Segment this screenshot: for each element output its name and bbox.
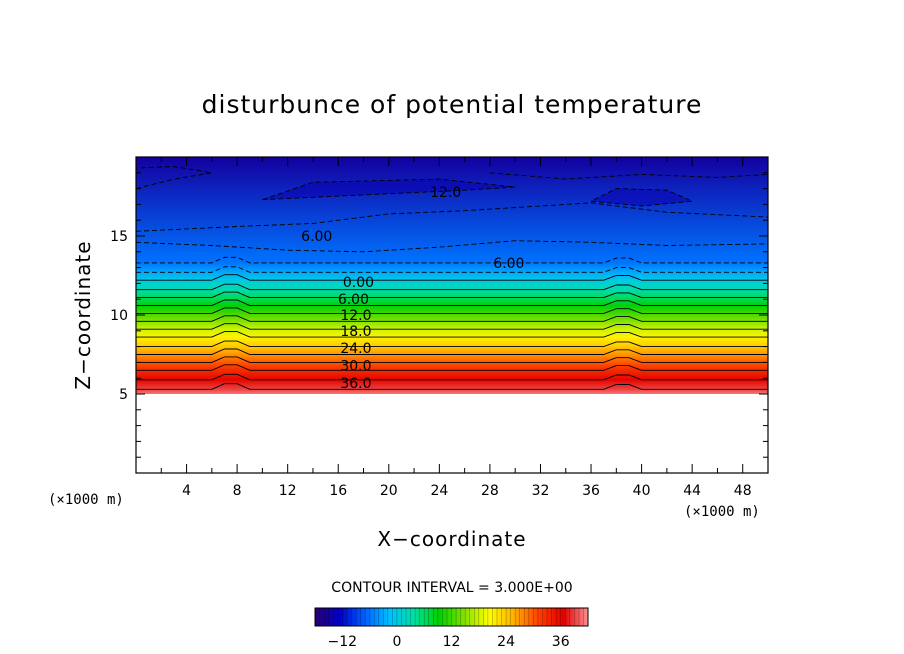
colorbar-tick-12: 12 [443, 634, 461, 650]
y-tick-label-5: 5 [119, 387, 128, 403]
x-tick-label-44: 44 [683, 483, 701, 499]
contour-label-3: 18.0 [340, 324, 371, 340]
contour-line-3 [136, 283, 768, 291]
colorbar-ticks: −12 0 12 24 36 [328, 634, 570, 650]
x-axis-label: X−coordinate [377, 527, 526, 551]
colorbar-tick--12: −12 [328, 634, 358, 650]
contour-line-39 [136, 383, 768, 390]
negative-contour-0 [136, 240, 768, 253]
contour-label-0: 0.00 [343, 275, 374, 291]
plot-area: 0.006.0012.018.024.030.036.06.006.0012.0… [110, 156, 769, 499]
contour-line--6 [136, 256, 768, 264]
contour-label-2: 12.0 [340, 308, 371, 324]
temperature-field [136, 157, 768, 473]
contour-line-27 [136, 348, 768, 355]
colorbar-tick-36: 36 [552, 634, 570, 650]
contour-line-6 [136, 291, 768, 299]
x-tick-label-48: 48 [734, 483, 752, 499]
contour-line-33 [136, 364, 768, 371]
contour-label-5: 30.0 [340, 359, 371, 375]
y-axis-ticks: 5 10 15 [110, 172, 768, 458]
cold-pocket-3 [591, 188, 693, 206]
x-tick-label-12: 12 [279, 483, 297, 499]
colorbar-tick-0: 0 [392, 634, 401, 650]
x-axis-ticks: 4 8 12 16 20 24 28 32 36 40 44 48 [160, 157, 769, 499]
contour-line-0 [136, 274, 768, 281]
x-tick-label-40: 40 [633, 483, 651, 499]
x-tick-label-28: 28 [481, 483, 499, 499]
x-unit-right: (×1000 m) [684, 504, 760, 520]
chart-title: disturbunce of potential temperature [202, 90, 703, 119]
y-tick-label-15: 15 [110, 229, 128, 245]
colorbar-tick-24: 24 [497, 634, 515, 650]
negative-contour-3 [590, 188, 693, 207]
contour-line-12 [136, 307, 768, 314]
contour-line-9 [136, 299, 768, 306]
contour-label-6: 36.0 [340, 376, 371, 392]
x-tick-label-20: 20 [380, 483, 398, 499]
negative-contour-1 [136, 202, 768, 232]
colorbar-segments [319, 608, 584, 626]
contour-label-9: 12.0 [430, 185, 461, 201]
contour-label-7: 6.00 [493, 256, 524, 272]
y-tick-label-10: 10 [110, 308, 128, 324]
negative-contour-5 [489, 172, 768, 180]
x-tick-label-16: 16 [329, 483, 347, 499]
contour-lines [136, 166, 768, 390]
contour-label-1: 6.00 [338, 292, 369, 308]
contour-line-15 [136, 315, 768, 322]
colorbar: −12 0 12 24 36 [314, 607, 589, 650]
contour-line-36 [136, 373, 768, 381]
negative-contour-4 [136, 166, 212, 190]
contour-line-21 [136, 331, 768, 338]
colorbar-frame [314, 607, 589, 627]
contour-line-30 [136, 356, 768, 363]
contour-line-24 [136, 340, 768, 348]
y-axis-label: Z−coordinate [71, 240, 95, 389]
x-tick-label-24: 24 [430, 483, 448, 499]
contour-label-4: 24.0 [340, 341, 371, 357]
cold-pocket-2 [262, 179, 516, 200]
x-tick-label-8: 8 [233, 483, 242, 499]
contour-line-18 [136, 323, 768, 330]
contour-line--3 [136, 266, 768, 273]
ground-region [136, 394, 768, 473]
x-tick-label-36: 36 [582, 483, 600, 499]
contour-label-8: 6.00 [301, 229, 332, 245]
x-tick-label-4: 4 [182, 483, 191, 499]
x-tick-label-32: 32 [532, 483, 550, 499]
x-unit-left: (×1000 m) [48, 492, 124, 508]
contour-interval-label: CONTOUR INTERVAL = 3.000E+00 [331, 580, 572, 596]
